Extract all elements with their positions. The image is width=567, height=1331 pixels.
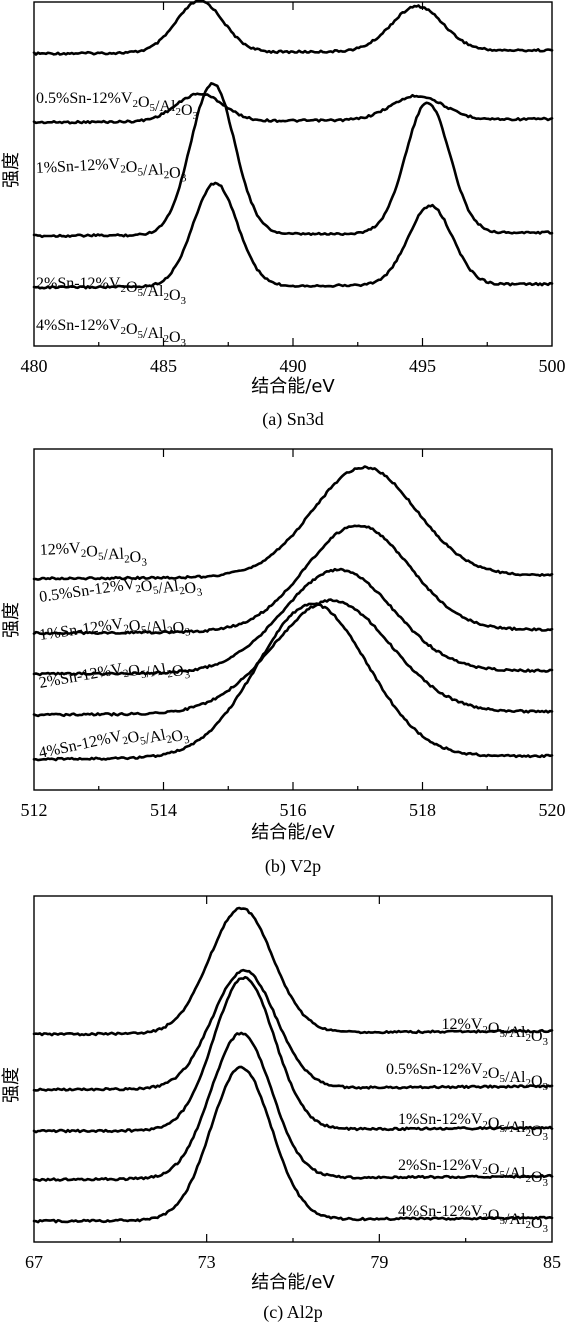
series-line xyxy=(32,0,554,56)
series-label: 0.5%Sn-12%V2O5/Al2O3 xyxy=(36,90,199,122)
x-tick-label: 79 xyxy=(370,1252,388,1272)
x-tick-label: 495 xyxy=(409,356,436,376)
series-label: 2%Sn-12%V2O5/Al2O3 xyxy=(38,649,192,707)
x-tick-label: 73 xyxy=(198,1252,216,1272)
panel-caption: (c) Al2p xyxy=(263,1302,322,1323)
x-axis-label: 结合能/eV xyxy=(251,376,335,397)
panel-caption: (a) Sn3d xyxy=(262,409,324,430)
series-label: 0.5%Sn-12%V2O5/Al2O3 xyxy=(38,567,203,621)
chart-panel-2: 512 514 516 518 520 结合能/eV 强度 (b) V2p 12%V2O5/Al… xyxy=(1,448,566,877)
series-line xyxy=(32,465,554,581)
series-label: 12%V2O5/Al2O3 xyxy=(442,1016,549,1048)
chart-panel-3: 67 73 79 85 结合能/eV 强度 (c) Al2p 12%V2O5/Al2O3 0.5… xyxy=(1,895,561,1323)
x-tick-label: 520 xyxy=(539,800,566,820)
series-line xyxy=(32,602,554,762)
series-label: 4%Sn-12%V2O5/Al2O3 xyxy=(36,317,187,349)
series-line xyxy=(32,181,554,290)
series-label: 1%Sn-12%V2O5/Al2O3 xyxy=(398,1111,549,1143)
x-tick-label: 516 xyxy=(280,800,307,820)
series-line xyxy=(32,1065,554,1224)
y-axis-label: 强度 xyxy=(1,1067,22,1103)
series-line xyxy=(32,906,554,1037)
y-axis-label: 强度 xyxy=(1,602,22,638)
x-tick-label: 67 xyxy=(25,1252,43,1272)
x-tick-label: 512 xyxy=(21,800,48,820)
chart-panel-1: 480 485 490 495 500 结合能/eV 强度 (a) Sn3d 0.5%Sn-12… xyxy=(1,0,566,430)
series-line xyxy=(32,524,554,636)
series-label: 0.5%Sn-12%V2O5/Al2O3 xyxy=(386,1061,549,1093)
series-line xyxy=(32,598,554,718)
y-axis-label: 强度 xyxy=(1,152,22,188)
x-tick-label: 518 xyxy=(409,800,436,820)
series-label: 4%Sn-12%V2O5/Al2O3 xyxy=(398,1203,549,1235)
series-label: 1%Sn-12%V2O5/Al2O3 xyxy=(38,606,192,659)
series-line xyxy=(32,567,554,677)
series-line xyxy=(32,975,554,1134)
series-line xyxy=(32,1031,554,1182)
series-label: 2%Sn-12%V2O5/Al2O3 xyxy=(398,1157,549,1189)
x-tick-label: 514 xyxy=(150,800,177,820)
x-tick-label: 480 xyxy=(21,356,48,376)
series-line xyxy=(32,968,554,1092)
series-line xyxy=(32,82,554,239)
series-label: 12%V2O5/Al2O3 xyxy=(39,536,147,574)
series-label: 4%Sn-12%V2O5/Al2O3 xyxy=(37,714,191,777)
panel-caption: (b) V2p xyxy=(265,856,321,877)
series-label: 1%Sn-12%V2O5/Al2O3 xyxy=(35,152,187,192)
x-axis-label: 结合能/eV xyxy=(251,822,335,843)
x-tick-label: 500 xyxy=(539,356,566,376)
x-axis-label: 结合能/eV xyxy=(251,1272,335,1293)
x-tick-label: 490 xyxy=(280,356,307,376)
series-line xyxy=(32,92,554,125)
x-tick-label: 485 xyxy=(150,356,177,376)
x-tick-label: 85 xyxy=(543,1252,561,1272)
